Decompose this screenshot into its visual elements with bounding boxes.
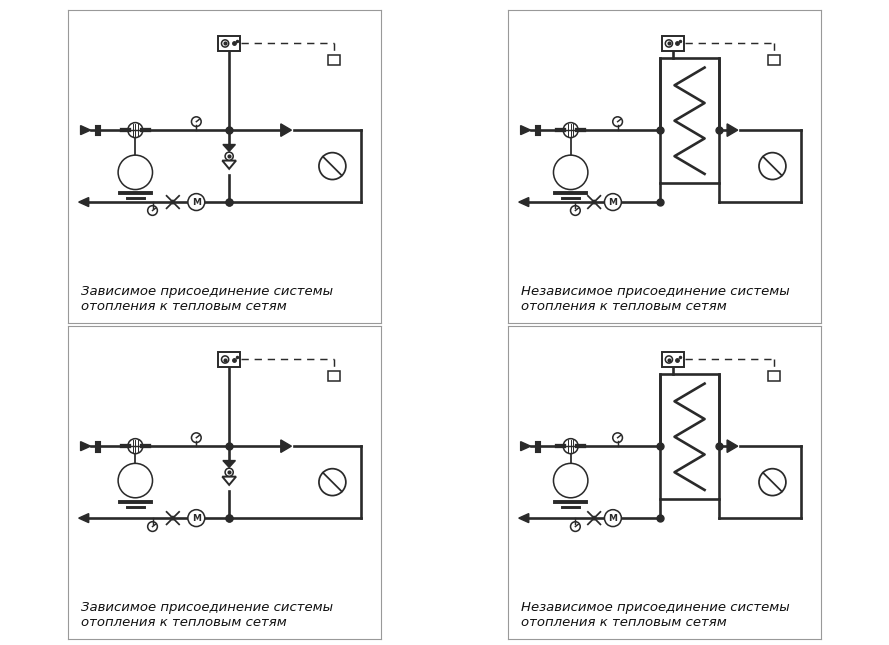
Polygon shape <box>79 513 89 522</box>
Polygon shape <box>223 461 236 468</box>
Polygon shape <box>281 440 292 452</box>
Circle shape <box>592 517 596 520</box>
Polygon shape <box>81 126 91 135</box>
Circle shape <box>172 517 174 520</box>
Circle shape <box>188 194 204 210</box>
Bar <box>328 55 340 64</box>
Bar <box>662 36 684 51</box>
Bar <box>218 36 240 51</box>
Text: M: M <box>192 197 201 206</box>
Circle shape <box>759 153 786 179</box>
Text: Зависимое присоединение системы
отопления к тепловым сетям: Зависимое присоединение системы отоплени… <box>81 285 332 313</box>
Bar <box>218 352 240 367</box>
Polygon shape <box>519 197 529 206</box>
Circle shape <box>759 469 786 495</box>
Circle shape <box>605 510 621 526</box>
Circle shape <box>571 522 581 531</box>
Polygon shape <box>81 442 91 451</box>
Bar <box>660 374 719 499</box>
Text: Независимое присоединение системы
отопления к тепловым сетям: Независимое присоединение системы отопле… <box>521 601 789 629</box>
Circle shape <box>563 123 578 137</box>
Polygon shape <box>727 124 738 136</box>
Text: Независимое присоединение системы
отопления к тепловым сетям: Независимое присоединение системы отопле… <box>521 285 789 313</box>
Text: M: M <box>608 513 618 522</box>
Circle shape <box>191 117 201 126</box>
Polygon shape <box>521 126 531 135</box>
Circle shape <box>191 433 201 442</box>
Text: M: M <box>192 513 201 522</box>
Bar <box>768 55 780 64</box>
Text: Зависимое присоединение системы
отопления к тепловым сетям: Зависимое присоединение системы отоплени… <box>81 601 332 629</box>
Circle shape <box>128 123 143 137</box>
Circle shape <box>148 206 157 215</box>
Circle shape <box>118 155 153 190</box>
Circle shape <box>172 201 174 204</box>
Circle shape <box>128 439 143 453</box>
Circle shape <box>319 469 346 495</box>
Circle shape <box>319 153 346 179</box>
Circle shape <box>613 433 622 442</box>
Polygon shape <box>519 513 529 522</box>
Circle shape <box>563 439 578 453</box>
Circle shape <box>225 152 233 160</box>
Polygon shape <box>79 197 89 206</box>
Circle shape <box>554 155 588 190</box>
Circle shape <box>592 201 596 204</box>
Polygon shape <box>222 477 236 485</box>
Text: M: M <box>608 197 618 206</box>
Polygon shape <box>281 124 292 136</box>
Circle shape <box>188 510 204 526</box>
Bar <box>768 371 780 381</box>
Bar <box>328 371 340 381</box>
Circle shape <box>613 117 622 126</box>
Bar <box>662 352 684 367</box>
Polygon shape <box>223 144 236 152</box>
Polygon shape <box>222 161 236 169</box>
Circle shape <box>554 463 588 498</box>
Circle shape <box>225 468 233 476</box>
Polygon shape <box>727 440 738 452</box>
Circle shape <box>605 194 621 210</box>
Circle shape <box>148 522 157 531</box>
Polygon shape <box>521 442 531 451</box>
Circle shape <box>118 463 153 498</box>
Circle shape <box>571 206 581 215</box>
Bar <box>660 58 719 183</box>
